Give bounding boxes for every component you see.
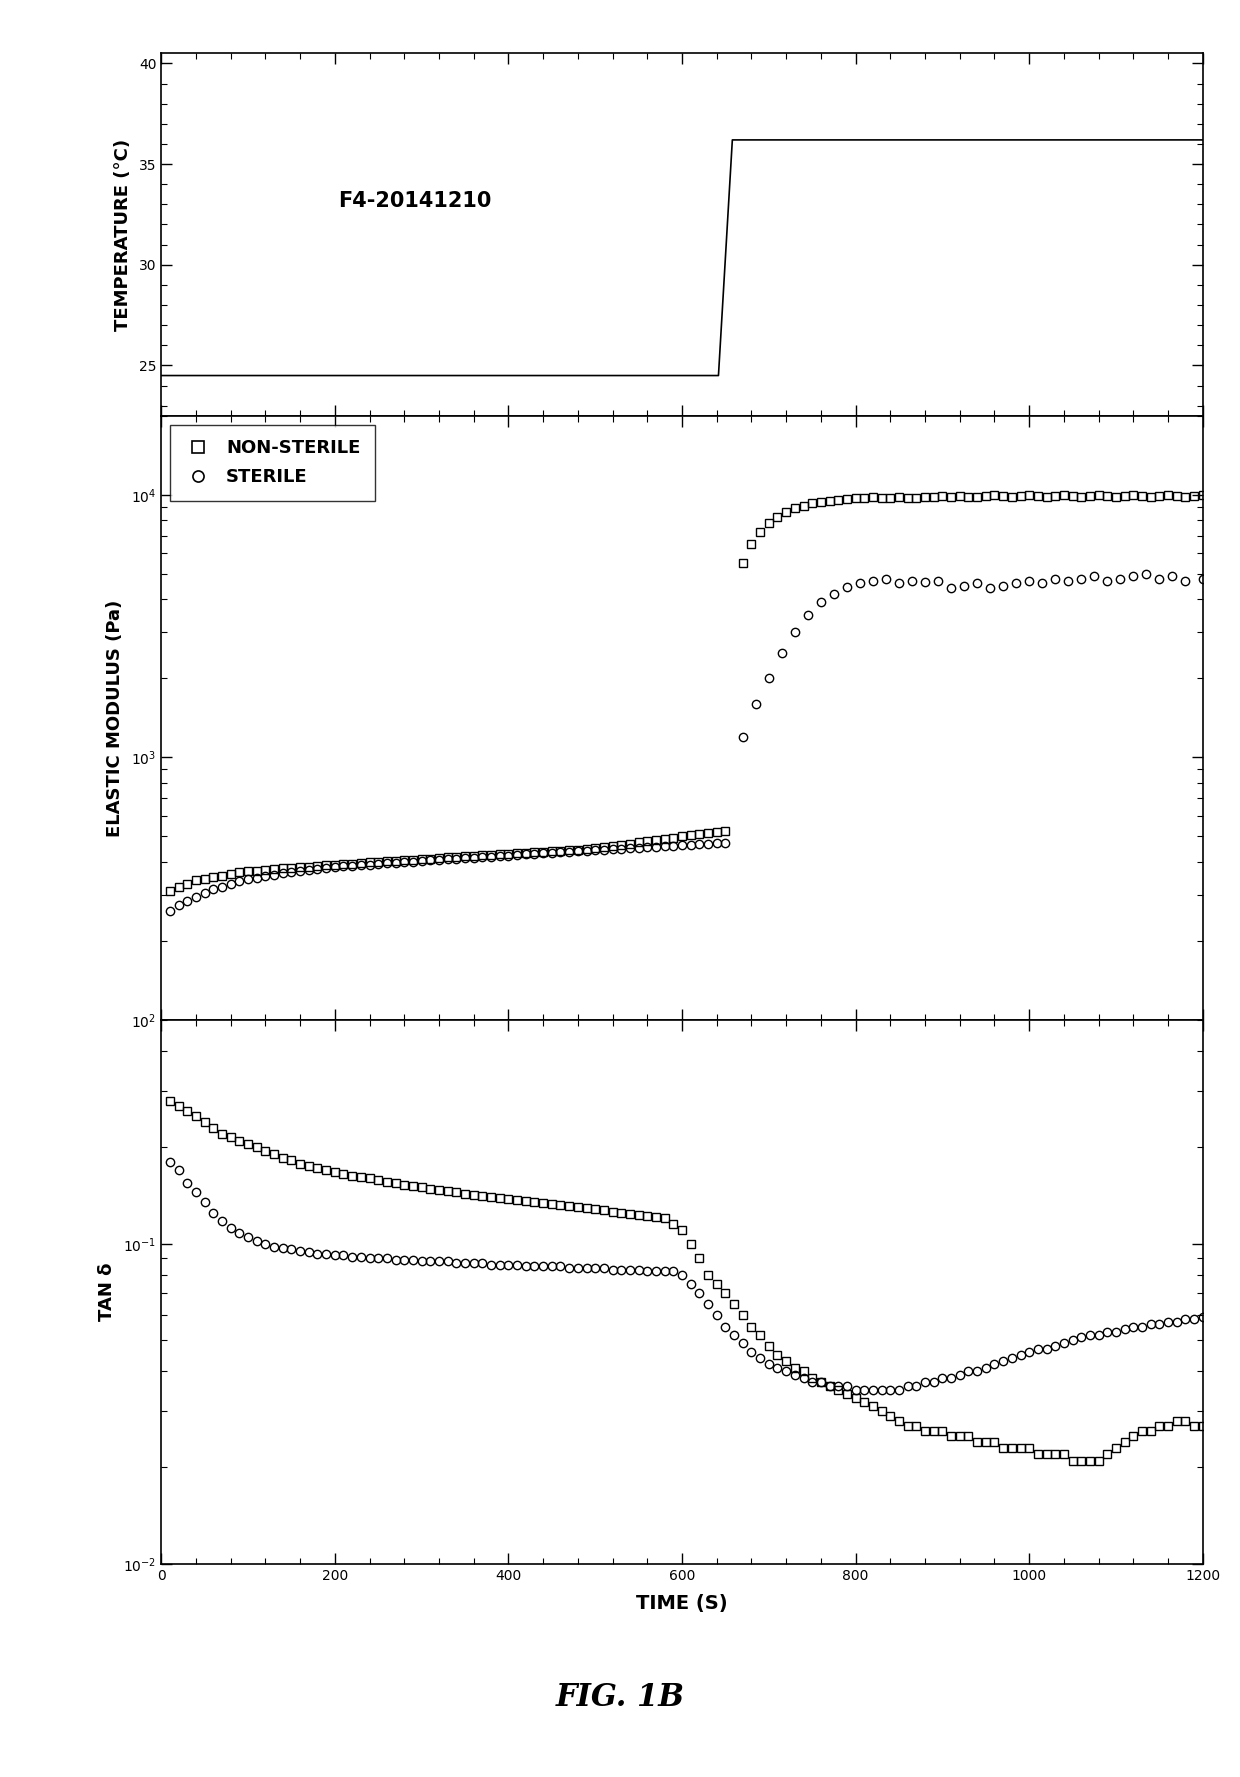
Text: FIG. 1B: FIG. 1B — [556, 1681, 684, 1713]
X-axis label: TIME (S): TIME (S) — [636, 1594, 728, 1614]
Legend: NON-STERILE, STERILE: NON-STERILE, STERILE — [170, 425, 374, 501]
Y-axis label: ELASTIC MODULUS (Pa): ELASTIC MODULUS (Pa) — [107, 599, 124, 837]
Text: F4-20141210: F4-20141210 — [339, 192, 491, 211]
Y-axis label: TEMPERATURE (°C): TEMPERATURE (°C) — [114, 139, 131, 331]
Y-axis label: TAN δ: TAN δ — [98, 1263, 117, 1320]
